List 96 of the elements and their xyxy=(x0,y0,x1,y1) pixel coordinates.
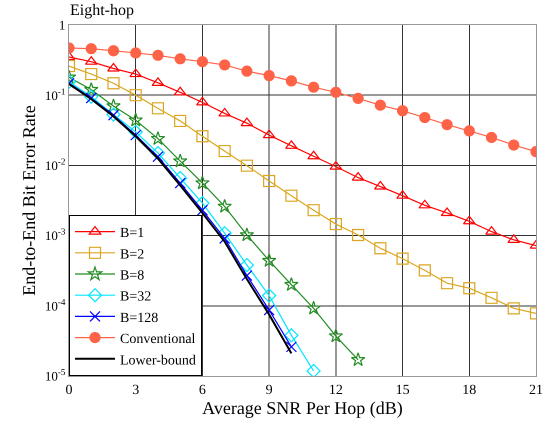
x-tick-label: 9 xyxy=(266,382,273,398)
point xyxy=(108,45,120,56)
y-tick-label: 10$^{-4}$ xyxy=(44,296,66,314)
y-axis-title: End-to-End Bit Error Rate xyxy=(19,105,40,296)
legend-label: B=2 xyxy=(120,247,144,262)
point xyxy=(150,131,166,145)
point xyxy=(308,82,320,93)
point xyxy=(84,90,98,104)
point xyxy=(396,105,408,116)
y-tick-label: 10$^{-1}$ xyxy=(44,86,66,103)
point xyxy=(440,277,454,290)
point xyxy=(330,86,342,98)
x-tick-label: 0 xyxy=(66,382,72,398)
point xyxy=(374,242,386,254)
point xyxy=(264,70,275,82)
x-axis-title: Average SNR Per Hop (dB) xyxy=(202,398,403,418)
point xyxy=(264,304,275,316)
x-tick-label: 12 xyxy=(328,382,343,398)
legend-label: Conventional xyxy=(120,332,196,348)
point xyxy=(152,50,164,61)
point xyxy=(328,328,344,342)
point xyxy=(240,160,253,172)
point xyxy=(418,264,431,276)
point xyxy=(86,43,97,54)
point xyxy=(152,102,164,114)
point xyxy=(485,292,498,304)
point xyxy=(286,341,297,352)
point xyxy=(196,130,209,142)
point xyxy=(286,75,297,86)
point xyxy=(172,154,188,168)
point xyxy=(441,119,453,130)
point xyxy=(241,66,252,77)
point xyxy=(486,132,498,144)
point xyxy=(174,177,186,189)
point xyxy=(241,270,252,282)
x-tick-label: 21 xyxy=(529,382,543,398)
legend-label: B=8 xyxy=(120,268,144,284)
point xyxy=(195,196,210,210)
point xyxy=(352,92,364,104)
y-tick-label: 1 xyxy=(58,18,66,33)
legend-label: Lower-bound xyxy=(120,353,196,368)
point xyxy=(440,207,454,216)
x-tick-label: 15 xyxy=(396,382,410,398)
point xyxy=(330,218,342,230)
point xyxy=(174,114,186,128)
point xyxy=(463,282,476,294)
point xyxy=(217,198,232,213)
point xyxy=(85,68,98,80)
legend-label: B=1 xyxy=(120,226,144,242)
point xyxy=(240,258,254,272)
point xyxy=(107,77,120,90)
point xyxy=(419,112,430,124)
point xyxy=(284,277,299,291)
point xyxy=(396,252,409,265)
point xyxy=(284,328,298,342)
point xyxy=(130,47,142,59)
x-tick-label: 6 xyxy=(198,382,206,398)
point xyxy=(128,124,143,140)
point xyxy=(374,180,387,190)
point xyxy=(129,68,142,78)
point xyxy=(196,56,208,68)
point xyxy=(130,89,142,102)
point xyxy=(263,174,276,188)
legend-label: B=128 xyxy=(120,310,158,326)
point xyxy=(350,352,366,366)
point xyxy=(262,288,276,303)
point xyxy=(308,204,320,216)
y-tick-label: 10$^{-5}$ xyxy=(44,367,66,384)
point xyxy=(196,204,208,216)
chart-title: Eight-hop xyxy=(70,2,134,20)
x-tick-label: 3 xyxy=(132,382,140,398)
point xyxy=(218,144,231,158)
x-tick-label: 18 xyxy=(462,382,476,398)
point xyxy=(106,98,121,112)
point xyxy=(508,302,520,314)
point xyxy=(240,227,254,242)
legend-label: B=32 xyxy=(120,290,152,305)
point xyxy=(285,190,298,202)
point xyxy=(174,53,186,64)
point xyxy=(352,228,364,242)
point xyxy=(374,100,386,111)
point xyxy=(219,232,230,244)
point xyxy=(128,112,143,126)
point xyxy=(218,108,232,117)
point xyxy=(306,364,321,376)
point xyxy=(464,125,475,137)
y-tick-label: 10$^{-3}$ xyxy=(44,226,66,244)
point xyxy=(262,253,276,267)
point xyxy=(306,300,321,315)
point xyxy=(84,82,98,96)
point xyxy=(508,139,520,151)
point xyxy=(107,62,120,72)
point xyxy=(152,151,164,162)
point xyxy=(219,59,230,71)
point xyxy=(195,175,210,190)
y-tick-label: 10$^{-2}$ xyxy=(44,156,66,173)
